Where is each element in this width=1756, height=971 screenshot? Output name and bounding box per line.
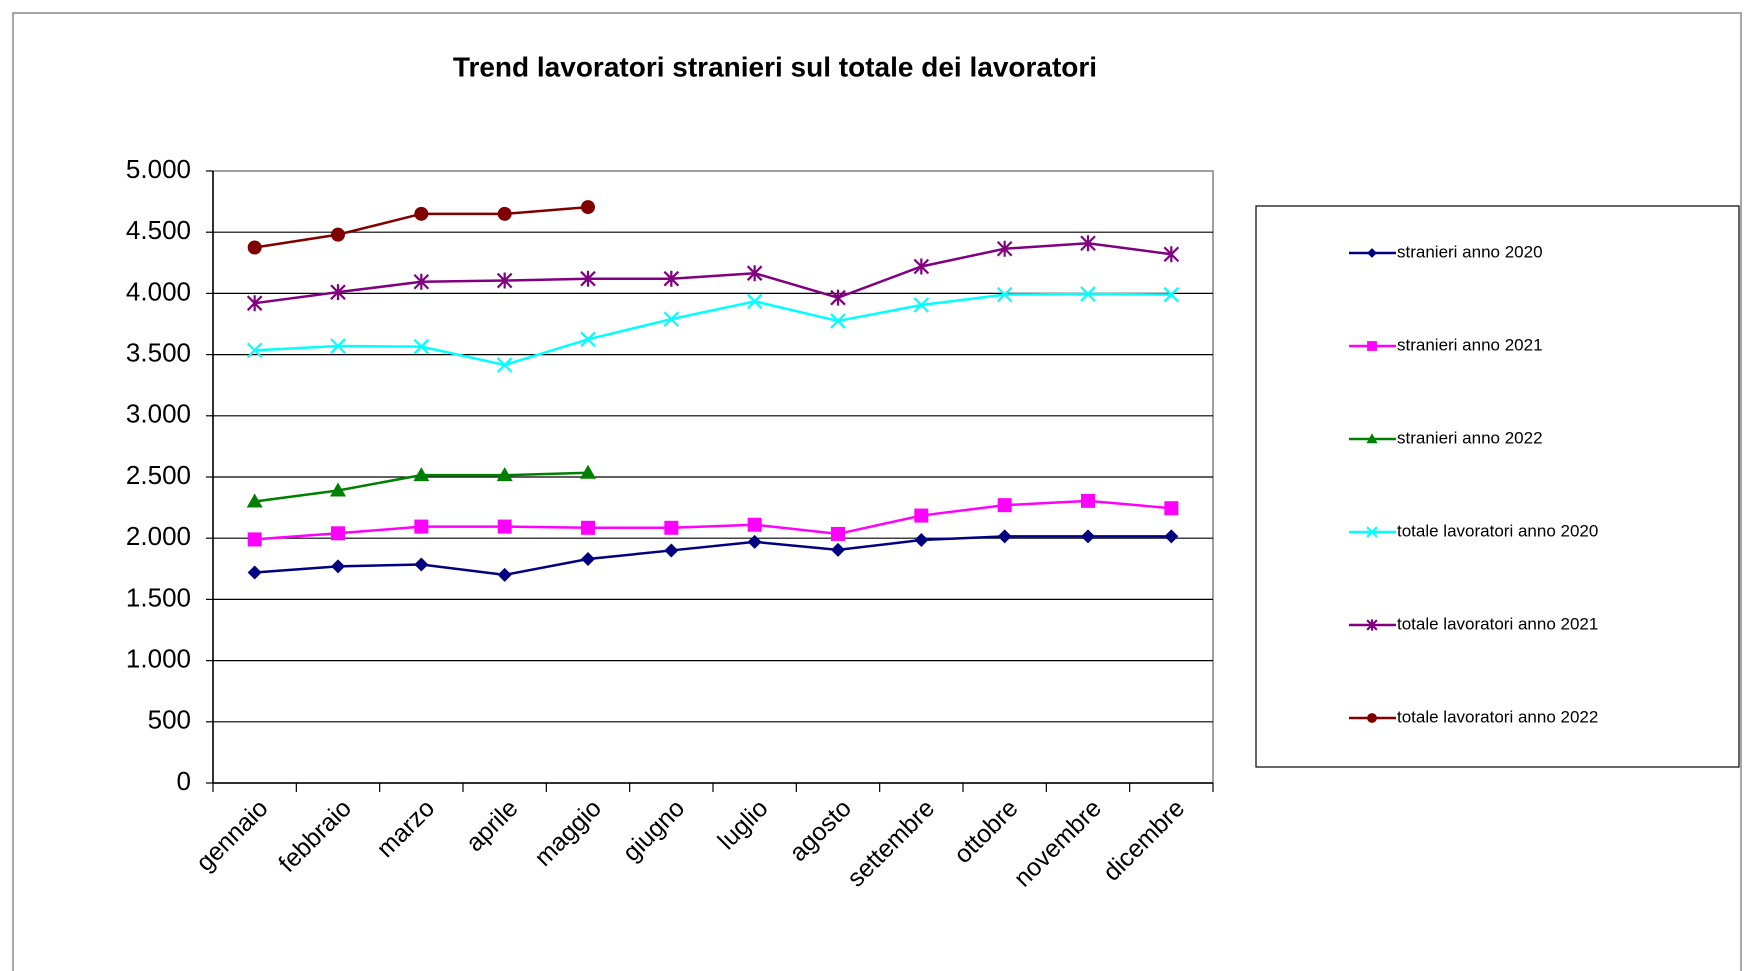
marker [830, 313, 846, 329]
legend-marker [1366, 526, 1378, 538]
marker [580, 464, 596, 479]
y-tick-label: 3.000 [126, 399, 191, 429]
marker [1081, 493, 1095, 508]
marker [414, 557, 429, 572]
marker [246, 342, 263, 359]
marker [664, 520, 679, 535]
marker [581, 552, 595, 567]
marker [414, 519, 429, 534]
marker [914, 508, 929, 523]
marker [581, 200, 595, 215]
marker [663, 270, 680, 287]
marker [247, 532, 262, 547]
marker [1080, 235, 1096, 252]
marker [830, 289, 846, 306]
marker [997, 529, 1012, 544]
chart-title: Trend lavoratori stranieri sul totale de… [453, 51, 1097, 82]
marker [831, 526, 845, 541]
marker [247, 565, 262, 580]
y-tick-label: 1.000 [126, 643, 191, 673]
series-line [254, 241, 1172, 305]
y-tick-label: 500 [148, 705, 191, 735]
legend-marker [1367, 713, 1377, 723]
y-tick-label: 3.500 [126, 337, 191, 367]
y-tick-label: 5.000 [126, 154, 191, 184]
y-tick-label: 1.500 [126, 582, 191, 612]
legend-box [1255, 205, 1740, 768]
marker [747, 534, 762, 549]
marker [1163, 246, 1180, 263]
y-tick-label: 2.000 [126, 521, 191, 551]
legend-label: stranieri anno 2020 [1397, 242, 1543, 261]
marker [496, 357, 513, 373]
marker [330, 338, 346, 354]
marker [413, 273, 430, 290]
marker [996, 286, 1013, 303]
marker [913, 297, 930, 313]
series-line [254, 499, 1172, 541]
marker [331, 227, 345, 242]
marker [580, 331, 596, 348]
legend-label: totale lavoratori anno 2022 [1397, 707, 1598, 726]
marker [1164, 501, 1179, 516]
legend-label: stranieri anno 2021 [1397, 335, 1543, 354]
marker [831, 542, 845, 557]
y-tick-label: 2.500 [126, 460, 191, 490]
marker [664, 543, 679, 558]
marker [996, 240, 1013, 257]
marker [413, 467, 430, 482]
marker [497, 519, 512, 534]
marker [1080, 286, 1096, 302]
marker [747, 517, 762, 532]
series-line [254, 535, 1172, 577]
marker [580, 270, 596, 287]
marker [496, 272, 513, 289]
marker [496, 467, 513, 482]
marker [1164, 529, 1179, 544]
marker [247, 240, 262, 255]
marker [331, 526, 345, 541]
marker [581, 520, 595, 535]
marker [497, 206, 512, 221]
marker [1163, 286, 1180, 303]
marker [1081, 529, 1095, 544]
legend-marker [1367, 341, 1377, 351]
legend-marker [1367, 248, 1377, 258]
legend-marker [1366, 619, 1378, 631]
y-tick-label: 4.500 [126, 215, 191, 245]
marker [331, 559, 345, 574]
marker [746, 293, 763, 310]
marker [997, 498, 1012, 513]
legend-label: stranieri anno 2022 [1397, 428, 1543, 447]
y-tick-label: 4.000 [126, 276, 191, 306]
marker [414, 206, 429, 221]
marker [663, 311, 680, 327]
series-line [254, 292, 1172, 367]
marker [246, 295, 263, 312]
marker [413, 338, 430, 355]
marker [746, 265, 763, 282]
marker [330, 482, 346, 497]
marker [246, 493, 263, 508]
legend-label: totale lavoratori anno 2021 [1397, 614, 1598, 633]
legend-label: totale lavoratori anno 2020 [1397, 521, 1598, 540]
marker [497, 567, 512, 582]
y-tick-label: 0 [177, 766, 191, 796]
marker [914, 533, 929, 548]
marker [913, 258, 930, 275]
marker [330, 284, 346, 301]
legend-marker [1366, 433, 1378, 444]
